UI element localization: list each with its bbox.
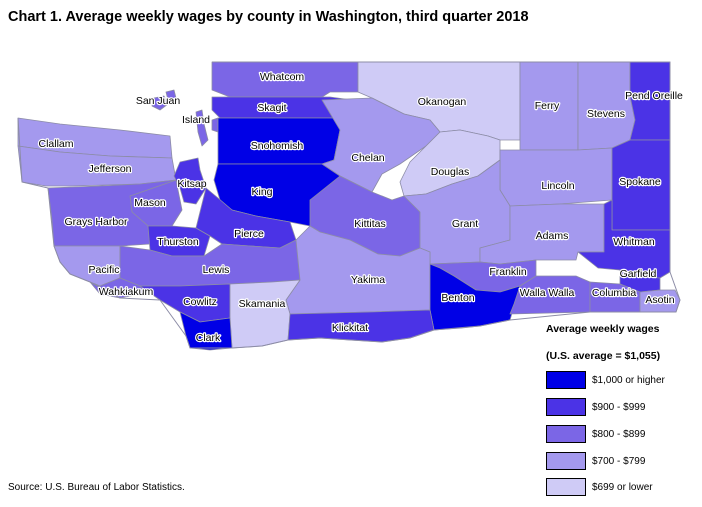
legend-label: $900 - $999 [592, 401, 646, 413]
county-label-lewis: Lewis [203, 264, 230, 276]
legend-label: $800 - $899 [592, 428, 646, 440]
county-label-skagit: Skagit [257, 102, 286, 114]
legend-item: $700 - $799 [546, 451, 645, 471]
legend-item: $1,000 or higher [546, 370, 665, 390]
county-label-ferry: Ferry [535, 100, 560, 112]
county-label-okanogan: Okanogan [418, 96, 467, 108]
county-label-spokane: Spokane [619, 176, 661, 188]
county-king [213, 163, 341, 227]
county-san-juan [151, 89, 177, 111]
county-label-clark: Clark [196, 332, 221, 344]
county-label-klickitat: Klickitat [332, 322, 368, 334]
county-label-yakima: Yakima [351, 274, 385, 286]
county-label-lincoln: Lincoln [541, 180, 574, 192]
county-label-kittitas: Kittitas [354, 218, 386, 230]
county-label-pierce: Pierce [234, 228, 264, 240]
county-label-grays-harbor: Grays Harbor [64, 216, 128, 228]
county-lincoln [499, 147, 613, 207]
legend-subtitle: (U.S. average = $1,055) [546, 350, 661, 362]
county-label-island: Island [182, 114, 210, 126]
county-chelan [321, 97, 441, 193]
county-label-garfield: Garfield [620, 268, 657, 280]
county-label-snohomish: Snohomish [251, 140, 304, 152]
county-label-wahkiakum: Wahkiakum [99, 286, 154, 298]
county-label-adams: Adams [536, 230, 569, 242]
legend-title: Average weekly wages [546, 323, 660, 335]
county-label-walla-walla: Walla Walla [520, 287, 575, 299]
county-adams [479, 203, 605, 265]
county-label-kitsap: Kitsap [177, 178, 206, 190]
county-label-douglas: Douglas [431, 166, 470, 178]
legend-item: $800 - $899 [546, 424, 645, 444]
county-label-san-juan: San Juan [136, 95, 181, 107]
legend-swatch [546, 425, 586, 443]
county-stevens [577, 61, 636, 151]
county-shapes [17, 61, 681, 351]
legend-label: $699 or lower [592, 481, 653, 493]
county-label-mason: Mason [134, 197, 166, 209]
county-label-asotin: Asotin [645, 294, 674, 306]
county-label-franklin: Franklin [489, 266, 527, 278]
county-label-pacific: Pacific [89, 264, 120, 276]
county-label-grant: Grant [452, 218, 478, 230]
legend-item: $699 or lower [546, 477, 653, 497]
county-label-thurston: Thurston [157, 236, 199, 248]
legend-swatch [546, 371, 586, 389]
county-label-chelan: Chelan [351, 152, 384, 164]
chart-title: Chart 1. Average weekly wages by county … [8, 9, 529, 25]
legend-label: $1,000 or higher [592, 374, 665, 386]
county-label-cowlitz: Cowlitz [183, 296, 217, 308]
county-label-skamania: Skamania [239, 298, 286, 310]
legend-item: $900 - $999 [546, 397, 645, 417]
county-label-jefferson: Jefferson [89, 163, 132, 175]
county-label-stevens: Stevens [587, 108, 625, 120]
legend-swatch [546, 452, 586, 470]
state-outline [17, 61, 681, 349]
legend-swatch [546, 478, 586, 496]
county-label-pend-oreille: Pend Oreille [625, 90, 683, 102]
county-labels: Whatcom San Juan Skagit Island Okanogan Ferry… [37, 70, 684, 345]
source-note: Source: U.S. Bureau of Labor Statistics. [8, 482, 185, 493]
county-label-clallam: Clallam [38, 138, 73, 150]
county-label-columbia: Columbia [592, 287, 637, 299]
legend-label: $700 - $799 [592, 455, 646, 467]
county-label-king: King [251, 186, 272, 198]
legend-swatch [546, 398, 586, 416]
county-label-whitman: Whitman [613, 236, 655, 248]
county-label-benton: Benton [441, 292, 474, 304]
county-label-whatcom: Whatcom [260, 71, 305, 83]
